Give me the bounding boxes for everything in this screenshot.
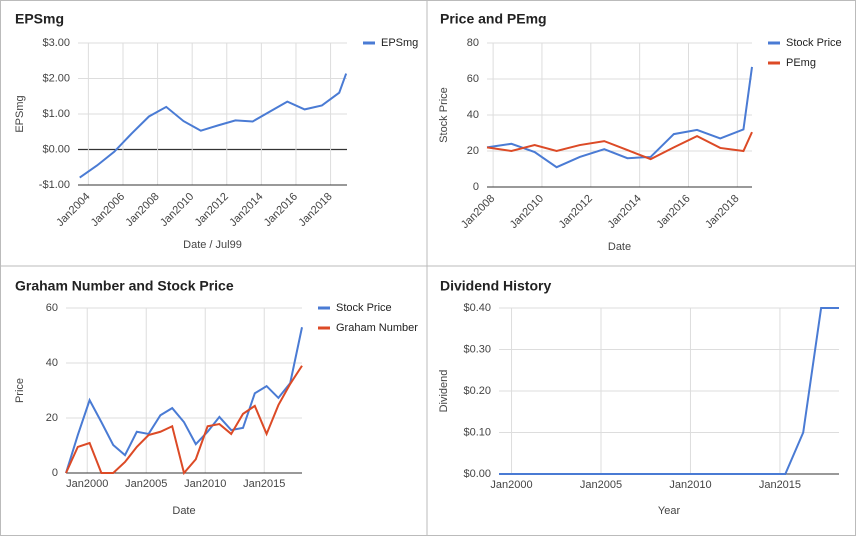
- y-axis-title: Stock Price: [438, 87, 450, 143]
- y-tick-label: 60: [46, 302, 58, 314]
- y-tick-label: $0.30: [463, 343, 491, 355]
- x-axis-title: Date: [172, 505, 195, 517]
- y-tick-label: $1.00: [42, 108, 70, 120]
- y-tick-label: $0.00: [42, 143, 70, 155]
- y-tick-label: 80: [467, 37, 479, 49]
- legend-label: Stock Price: [336, 302, 392, 314]
- chart-title: EPSmg: [15, 11, 64, 27]
- legend-label: EPSmg: [381, 37, 418, 49]
- data-line: [65, 327, 303, 474]
- y-tick-label: $0.40: [463, 302, 491, 314]
- y-tick-label: 20: [467, 145, 479, 157]
- chart-title: Price and PEmg: [440, 11, 547, 27]
- x-tick-label: Jan2010: [184, 478, 226, 490]
- x-tick-label: Jan2015: [243, 478, 285, 490]
- y-tick-label: $2.00: [42, 72, 70, 84]
- data-line: [65, 365, 303, 476]
- y-tick-label: $3.00: [42, 37, 70, 49]
- x-axis-title: Date: [608, 241, 631, 253]
- legend-label: Stock Price: [786, 37, 842, 49]
- legend-label: Graham Number: [336, 322, 418, 334]
- y-axis-title: Dividend: [438, 370, 450, 413]
- data-line: [486, 131, 753, 161]
- y-tick-label: 0: [473, 181, 479, 193]
- x-axis-title: Date / Jul99: [183, 239, 242, 251]
- y-tick-label: 40: [46, 357, 58, 369]
- y-tick-label: -$1.00: [39, 179, 70, 191]
- x-tick-label: Jan2015: [759, 479, 801, 491]
- data-line: [499, 307, 839, 475]
- chart-title: Dividend History: [440, 278, 551, 294]
- y-axis-title: EPSmg: [14, 95, 26, 132]
- y-tick-label: 60: [467, 73, 479, 85]
- x-tick-label: Jan2000: [490, 479, 532, 491]
- y-tick-label: $0.00: [463, 468, 491, 480]
- data-line: [486, 66, 753, 169]
- x-tick-label: Jan2010: [669, 479, 711, 491]
- y-axis-title: Price: [14, 378, 26, 403]
- x-tick-label: Jan2005: [125, 478, 167, 490]
- data-line: [79, 73, 348, 179]
- y-tick-label: $0.20: [463, 385, 491, 397]
- y-tick-label: $0.10: [463, 426, 491, 438]
- x-tick-label: Jan2005: [580, 479, 622, 491]
- y-tick-label: 20: [46, 412, 58, 424]
- x-axis-title: Year: [658, 505, 681, 517]
- legend-label: PEmg: [786, 57, 816, 69]
- y-tick-label: 0: [52, 467, 58, 479]
- x-tick-label: Jan2000: [66, 478, 108, 490]
- chart-title: Graham Number and Stock Price: [15, 278, 234, 294]
- y-tick-label: 40: [467, 109, 479, 121]
